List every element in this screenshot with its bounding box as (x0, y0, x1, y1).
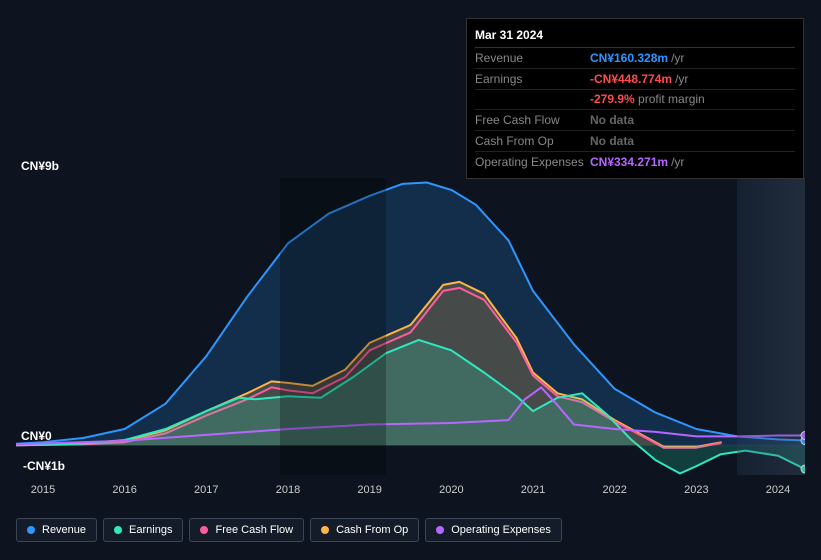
tooltip-row-label: Earnings (475, 72, 590, 86)
tooltip-row-value: CN¥334.271m/yr (590, 155, 795, 169)
tooltip-row-value: No data (590, 113, 795, 127)
tooltip-row-value: -CN¥448.774m/yr (590, 72, 795, 86)
tooltip-rows: RevenueCN¥160.328m/yrEarnings-CN¥448.774… (475, 48, 795, 172)
tooltip-row-label: Operating Expenses (475, 155, 590, 169)
x-axis-tick: 2019 (357, 484, 381, 496)
tooltip-row-label: Cash From Op (475, 134, 590, 148)
legend-dot-icon (114, 526, 122, 534)
legend-label: Free Cash Flow (215, 524, 293, 536)
legend-item[interactable]: Earnings (103, 518, 183, 542)
tooltip-row: Free Cash FlowNo data (475, 110, 795, 131)
highlight-region-dark (280, 178, 386, 475)
legend-label: Revenue (42, 524, 86, 536)
tooltip-row-value: No data (590, 134, 795, 148)
x-axis: 2015 2016 2017 2018 2019 2020 2021 2022 2023 2024 (16, 484, 805, 500)
legend-label: Operating Expenses (451, 524, 551, 536)
x-axis-tick: 2015 (31, 484, 55, 496)
tooltip-row: RevenueCN¥160.328m/yr (475, 48, 795, 69)
chart-svg (16, 178, 805, 475)
legend: Revenue Earnings Free Cash Flow Cash From O… (16, 518, 562, 542)
tooltip-row: Cash From OpNo data (475, 131, 795, 152)
tooltip-row-label: Revenue (475, 51, 590, 65)
x-axis-tick: 2021 (521, 484, 545, 496)
tooltip-row-unit: /yr (671, 51, 684, 65)
legend-label: Cash From Op (336, 524, 408, 536)
tooltip-date: Mar 31 2024 (475, 25, 795, 48)
tooltip-row-unit: /yr (675, 72, 688, 86)
tooltip-row: Operating ExpensesCN¥334.271m/yr (475, 152, 795, 172)
x-axis-tick: 2024 (766, 484, 790, 496)
tooltip-row-value: CN¥160.328m/yr (590, 51, 795, 65)
legend-dot-icon (200, 526, 208, 534)
x-axis-tick: 2022 (602, 484, 626, 496)
legend-label: Earnings (129, 524, 172, 536)
legend-item[interactable]: Revenue (16, 518, 97, 542)
tooltip-row-unit: /yr (671, 155, 684, 169)
legend-dot-icon (436, 526, 444, 534)
legend-item[interactable]: Cash From Op (310, 518, 419, 542)
tooltip-row: Earnings-CN¥448.774m/yr (475, 69, 795, 90)
x-axis-tick: 2018 (276, 484, 300, 496)
legend-dot-icon (321, 526, 329, 534)
forecast-region-overlay (737, 178, 805, 475)
chart-area[interactable] (16, 178, 805, 475)
x-axis-tick: 2017 (194, 484, 218, 496)
x-axis-tick: 2016 (112, 484, 136, 496)
legend-dot-icon (27, 526, 35, 534)
tooltip-subrow: -279.9% profit margin (475, 90, 795, 110)
x-axis-tick: 2023 (684, 484, 708, 496)
y-axis-max-label: CN¥9b (21, 159, 59, 173)
legend-item[interactable]: Operating Expenses (425, 518, 562, 542)
tooltip-row-label: Free Cash Flow (475, 113, 590, 127)
legend-item[interactable]: Free Cash Flow (189, 518, 304, 542)
data-tooltip: Mar 31 2024 RevenueCN¥160.328m/yrEarning… (466, 18, 804, 179)
x-axis-tick: 2020 (439, 484, 463, 496)
